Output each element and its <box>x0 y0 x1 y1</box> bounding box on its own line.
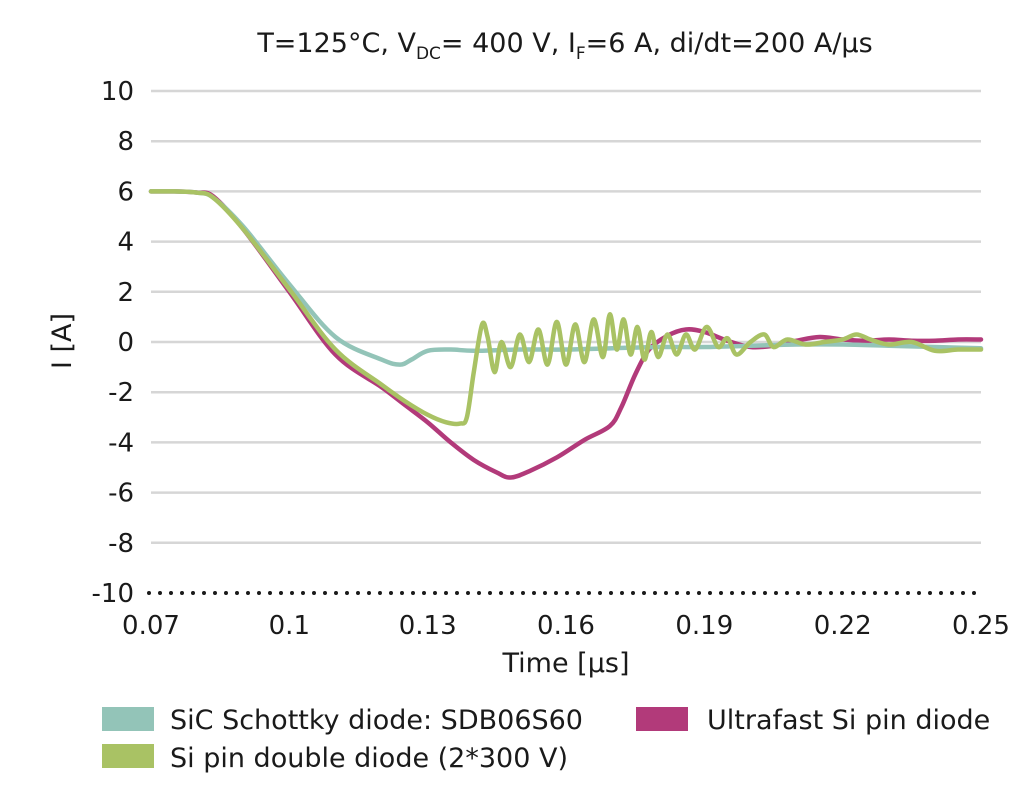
series-line-double <box>148 189 984 427</box>
x-axis-label: Time [µs] <box>502 648 630 679</box>
title-subscript-2: F <box>576 44 586 64</box>
y-tick-label: 4 <box>117 228 134 258</box>
y-tick-label: -8 <box>108 529 134 559</box>
x-tick-label: 0.1 <box>269 611 310 641</box>
legend: SiC Schottky diode: SDB06S60 Ultrafast S… <box>102 705 990 774</box>
legend-label-ultrafast: Ultrafast Si pin diode <box>707 705 990 736</box>
legend-label-double: Si pin double diode (2*300 V) <box>170 743 568 774</box>
x-tick-label: 0.07 <box>122 611 180 641</box>
series-lines <box>148 189 984 480</box>
y-axis-label: I [A] <box>47 313 78 369</box>
legend-label-sic: SiC Schottky diode: SDB06S60 <box>170 705 583 736</box>
title-part-2: = 400 V, I <box>441 28 576 59</box>
chart-title: T=125°C, VDC= 400 V, IF=6 A, di/dt=200 A… <box>256 28 872 64</box>
x-tick-label: 0.25 <box>952 611 1010 641</box>
y-tick-label: 6 <box>117 177 134 207</box>
legend-swatch-ultrafast <box>636 707 688 731</box>
y-tick-label: -6 <box>108 479 134 509</box>
x-tick-label: 0.19 <box>675 611 733 641</box>
legend-swatch-double <box>102 744 154 768</box>
y-tick-label: 2 <box>117 278 134 308</box>
title-subscript-1: DC <box>416 44 441 64</box>
title-part-3: =6 A, di/dt=200 A/µs <box>586 28 873 59</box>
x-tick-labels: 0.07 0.1 0.13 0.16 0.19 0.22 0.25 <box>122 611 1010 641</box>
y-tick-label: -4 <box>108 428 134 458</box>
y-tick-label: -2 <box>108 378 134 408</box>
x-tick-label: 0.16 <box>537 611 595 641</box>
gridlines <box>147 89 987 595</box>
y-tick-label: 10 <box>101 77 134 107</box>
y-tick-labels: 10 8 6 4 2 0 -2 -4 -6 -8 -10 <box>92 77 134 609</box>
y-tick-label: 0 <box>117 328 134 358</box>
x-tick-label: 0.22 <box>814 611 872 641</box>
title-part-1: T=125°C, V <box>256 28 416 59</box>
y-tick-label: 8 <box>117 127 134 157</box>
x-tick-label: 0.13 <box>399 611 457 641</box>
y-tick-label: -10 <box>92 579 134 609</box>
legend-swatch-sic <box>102 707 154 731</box>
